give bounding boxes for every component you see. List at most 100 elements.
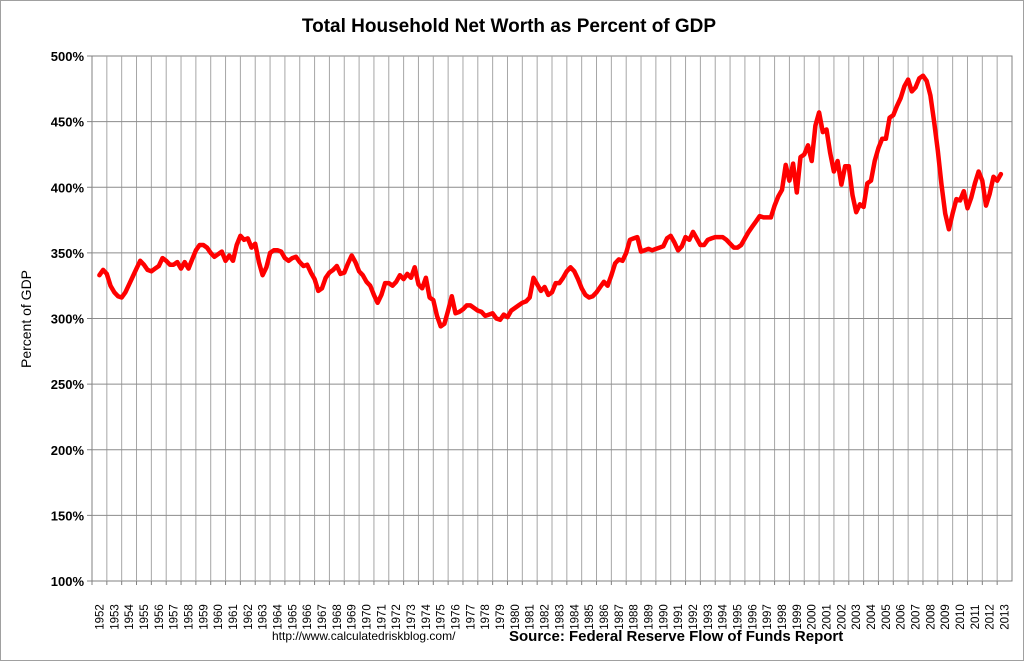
data-point bbox=[714, 236, 716, 238]
data-point bbox=[432, 299, 434, 301]
data-point bbox=[952, 213, 954, 214]
data-point bbox=[369, 285, 371, 287]
data-point bbox=[933, 121, 935, 123]
footer-source: Source: Federal Reserve Flow of Funds Re… bbox=[509, 628, 843, 645]
data-point bbox=[837, 160, 839, 162]
data-point bbox=[555, 282, 557, 284]
data-point bbox=[640, 251, 642, 253]
data-point bbox=[273, 249, 275, 251]
x-tick-label: 1953 bbox=[109, 604, 121, 630]
data-point bbox=[314, 278, 316, 280]
x-tick-label: 1974 bbox=[421, 604, 433, 630]
data-point bbox=[922, 75, 924, 77]
data-point bbox=[840, 184, 842, 186]
x-tick-label: 1983 bbox=[554, 604, 566, 630]
data-point bbox=[763, 216, 764, 218]
data-point bbox=[562, 277, 564, 279]
data-point bbox=[217, 253, 219, 255]
data-point bbox=[584, 294, 586, 296]
data-point bbox=[892, 114, 894, 116]
x-axis-labels: 1952 1953 1954 1955 1956 1957 1958 1959 1960 1961… bbox=[94, 604, 1011, 630]
data-point bbox=[132, 276, 134, 277]
y-axis-title: Percent of GDP bbox=[18, 270, 34, 368]
data-point bbox=[458, 311, 460, 313]
data-point bbox=[236, 244, 238, 246]
data-point bbox=[610, 274, 612, 276]
data-point bbox=[154, 268, 156, 270]
data-point bbox=[410, 277, 412, 279]
data-point bbox=[277, 249, 278, 251]
data-point bbox=[729, 243, 731, 245]
data-point bbox=[662, 245, 664, 247]
x-tick-label: 1991 bbox=[673, 604, 685, 630]
data-point bbox=[963, 190, 965, 192]
data-point bbox=[110, 285, 111, 287]
data-point bbox=[98, 274, 100, 276]
y-tick-label: 150% bbox=[51, 508, 85, 523]
x-tick-label: 1980 bbox=[510, 604, 522, 630]
data-point bbox=[926, 80, 928, 82]
data-point bbox=[343, 272, 345, 274]
y-tick-label: 200% bbox=[51, 443, 85, 458]
x-tick-label: 1987 bbox=[614, 604, 626, 630]
data-point bbox=[614, 262, 616, 264]
data-point bbox=[993, 176, 994, 178]
data-point bbox=[629, 239, 631, 241]
data-point bbox=[677, 249, 679, 251]
data-point bbox=[384, 282, 386, 284]
data-point bbox=[165, 260, 167, 262]
data-point bbox=[232, 260, 234, 262]
x-tick-label: 2006 bbox=[896, 604, 908, 630]
x-tick-label: 1989 bbox=[644, 604, 656, 630]
data-point bbox=[878, 147, 879, 149]
x-tick-label: 1955 bbox=[139, 604, 151, 630]
x-tick-label: 1966 bbox=[302, 604, 314, 630]
data-point bbox=[169, 264, 171, 266]
data-point bbox=[744, 237, 746, 239]
data-point bbox=[388, 282, 390, 284]
x-tick-label: 1993 bbox=[703, 604, 715, 630]
data-point bbox=[117, 295, 119, 297]
data-point bbox=[492, 312, 494, 314]
data-point bbox=[377, 302, 379, 304]
data-point bbox=[173, 264, 175, 266]
x-tick-label: 1999 bbox=[792, 604, 804, 630]
data-point bbox=[588, 297, 590, 298]
x-tick-label: 1963 bbox=[258, 604, 270, 630]
data-point bbox=[625, 252, 627, 254]
data-point bbox=[915, 87, 916, 88]
y-tick-label: 400% bbox=[51, 180, 85, 195]
data-point bbox=[681, 245, 683, 247]
data-point bbox=[184, 261, 186, 263]
x-tick-label: 1982 bbox=[540, 604, 552, 630]
x-tick-label: 2000 bbox=[807, 604, 819, 630]
data-point bbox=[803, 153, 805, 155]
data-point bbox=[981, 180, 983, 182]
data-point bbox=[202, 244, 204, 246]
data-point bbox=[659, 247, 661, 249]
data-point bbox=[317, 290, 319, 292]
data-point bbox=[529, 297, 531, 298]
data-point bbox=[199, 244, 201, 246]
x-tick-label: 1964 bbox=[273, 604, 285, 630]
data-point bbox=[188, 268, 189, 270]
data-point bbox=[759, 215, 761, 217]
data-point bbox=[655, 248, 657, 250]
data-point bbox=[670, 235, 672, 237]
data-point bbox=[885, 138, 887, 140]
x-tick-label: 1988 bbox=[629, 604, 641, 630]
data-point bbox=[284, 257, 286, 259]
data-point bbox=[751, 226, 753, 228]
data-point bbox=[863, 206, 865, 208]
data-point bbox=[800, 156, 801, 158]
data-point bbox=[340, 273, 341, 275]
data-point bbox=[770, 216, 772, 218]
footer-url: http://www.calculatedriskblog.com/ bbox=[272, 629, 456, 643]
x-tick-label: 1971 bbox=[376, 604, 388, 630]
data-point bbox=[113, 291, 115, 293]
x-tick-label: 1961 bbox=[228, 604, 240, 630]
data-point bbox=[974, 182, 976, 184]
data-point bbox=[518, 304, 520, 306]
grid-layer bbox=[87, 55, 1012, 585]
